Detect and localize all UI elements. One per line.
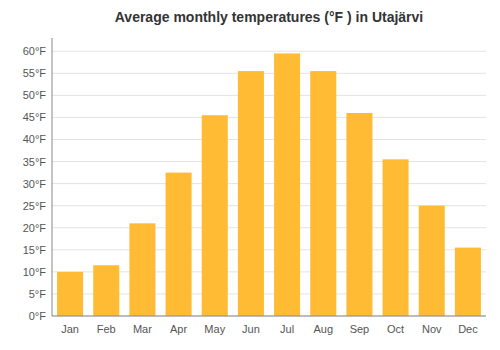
x-tick-label: Nov xyxy=(422,323,442,335)
bars xyxy=(57,53,481,316)
x-tick-label: Dec xyxy=(458,323,478,335)
y-tick-label: 55°F xyxy=(23,67,47,79)
y-tick-label: 30°F xyxy=(23,178,47,190)
y-tick-label: 0°F xyxy=(29,310,47,322)
bar xyxy=(57,272,83,316)
chart-title: Average monthly temperatures (°F ) in Ut… xyxy=(115,9,424,25)
y-tick-label: 35°F xyxy=(23,156,47,168)
chart-svg: Average monthly temperatures (°F ) in Ut… xyxy=(0,0,500,350)
bar xyxy=(419,206,445,316)
y-grid xyxy=(52,51,486,316)
x-axis-line xyxy=(52,316,486,317)
bar xyxy=(455,248,481,316)
grid-line xyxy=(52,139,486,140)
bar xyxy=(310,71,336,316)
x-tick-labels: Jan Feb Mar Apr May Jun Jul Aug Sep Oct Nov Dec xyxy=(61,323,478,335)
bar xyxy=(238,71,264,316)
y-tick-label: 10°F xyxy=(23,266,47,278)
bar xyxy=(166,173,192,316)
y-tick-labels: 0°F 5°F 10°F 15°F 20°F 25°F 30°F 35°F 40°F 45°F 50… xyxy=(23,45,47,322)
grid-line xyxy=(52,161,486,162)
y-tick-label: 60°F xyxy=(23,45,47,57)
x-tick-label: Aug xyxy=(313,323,333,335)
x-tick-label: Oct xyxy=(387,323,404,335)
x-tick-label: Jun xyxy=(242,323,260,335)
y-tick-label: 20°F xyxy=(23,222,47,234)
grid-line xyxy=(52,183,486,184)
y-tick-label: 45°F xyxy=(23,111,47,123)
x-tick-label: Feb xyxy=(97,323,116,335)
page: {"chart_data": {"type": "bar", "title": … xyxy=(0,0,500,350)
bar xyxy=(383,159,409,316)
bar xyxy=(202,115,228,316)
grid-line xyxy=(52,316,486,317)
x-tick-label: Mar xyxy=(133,323,152,335)
grid-line xyxy=(52,117,486,118)
grid-line xyxy=(52,95,486,96)
y-tick-label: 5°F xyxy=(29,288,47,300)
bar xyxy=(346,113,372,316)
bar xyxy=(93,265,119,316)
y-tick-label: 15°F xyxy=(23,244,47,256)
y-tick-label: 40°F xyxy=(23,133,47,145)
y-axis-line xyxy=(52,38,53,316)
bar xyxy=(274,53,300,316)
chart-container: Average monthly temperatures (°F ) in Ut… xyxy=(0,0,500,350)
x-tick-label: Jan xyxy=(61,323,79,335)
grid-line xyxy=(52,73,486,74)
x-tick-label: Sep xyxy=(350,323,370,335)
grid-line xyxy=(52,51,486,52)
y-tick-label: 50°F xyxy=(23,89,47,101)
y-tick-label: 25°F xyxy=(23,200,47,212)
x-tick-label: May xyxy=(204,323,225,335)
x-tick-label: Jul xyxy=(280,323,294,335)
x-tick-label: Apr xyxy=(170,323,187,335)
bar xyxy=(129,223,155,316)
